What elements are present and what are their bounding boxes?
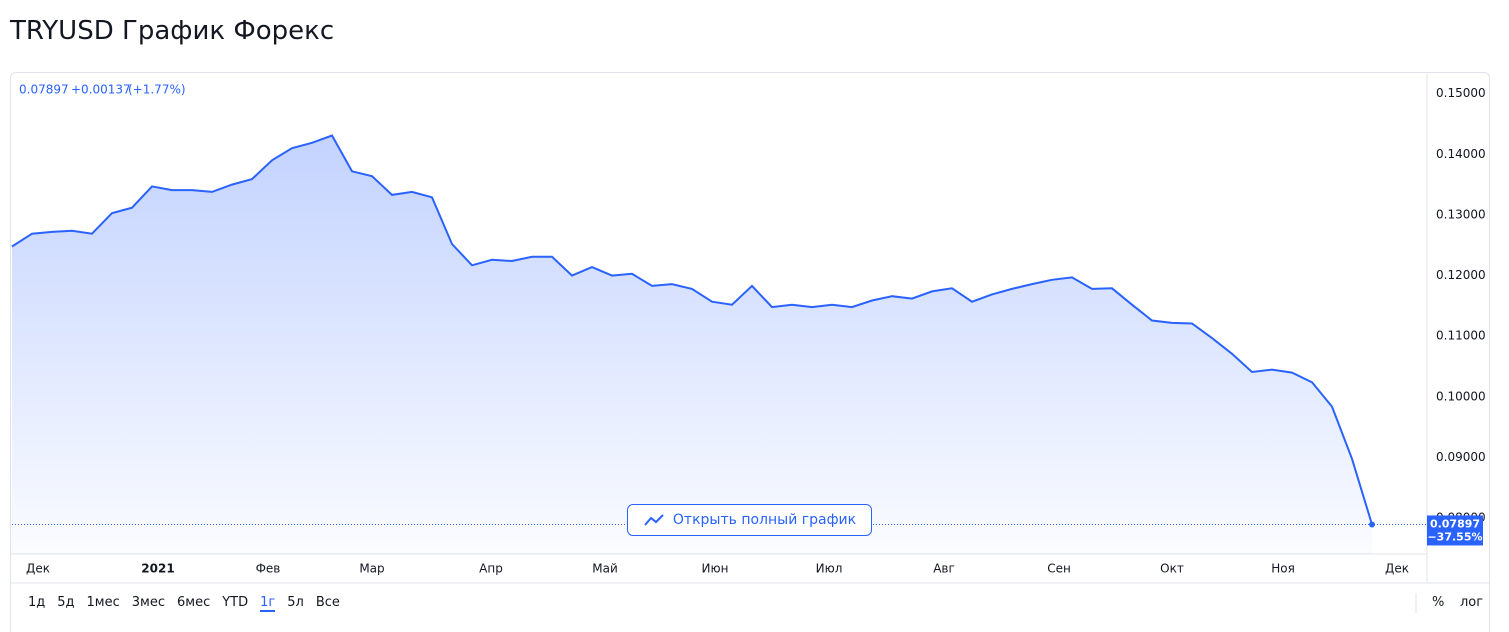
y-tick-label: 0.11000: [1436, 329, 1486, 343]
header-change: +0.00137: [71, 83, 131, 97]
scale-toggle[interactable]: %: [1432, 595, 1445, 610]
range-button[interactable]: 5л: [287, 595, 304, 610]
y-tick-label: 0.10000: [1436, 389, 1486, 403]
x-tick-label: Окт: [1160, 562, 1184, 576]
x-tick-label: Фев: [256, 562, 281, 576]
open-label: Открыть полный график: [672, 512, 857, 528]
y-tick-label: 0.15000: [1436, 86, 1486, 100]
header-change-pct: (+1.77%): [128, 83, 186, 97]
header-price: 0.07897: [19, 83, 69, 97]
page-title: TRYUSD График Форекс: [10, 16, 335, 46]
x-tick-label: Май: [592, 562, 618, 576]
price-label: 0.07897: [1430, 517, 1480, 530]
y-tick-label: 0.09000: [1436, 450, 1486, 464]
range-button[interactable]: 1д: [28, 595, 46, 610]
range-button[interactable]: 6мес: [177, 595, 211, 610]
x-tick-label: Июн: [702, 562, 729, 576]
x-tick-label: 2021: [141, 562, 174, 576]
y-tick-label: 0.12000: [1436, 268, 1486, 282]
area-fill: [12, 135, 1372, 554]
chart-frame: [10, 72, 1490, 632]
price-label-bg: [1427, 515, 1483, 546]
last-point: [1369, 521, 1375, 528]
x-tick-label: Дек: [1385, 562, 1409, 576]
x-tick-label: Авг: [933, 562, 955, 576]
y-tick-label: 0.13000: [1436, 207, 1486, 221]
x-tick-label: Апр: [479, 562, 503, 576]
x-tick-label: Дек: [26, 562, 50, 576]
price-line: [11, 134, 1373, 525]
open-full-chart[interactable]: Открыть полный график: [627, 504, 872, 536]
y-tick-label: 0.14000: [1436, 147, 1486, 161]
total-change: −37.55%: [1427, 530, 1482, 543]
range-button[interactable]: Все: [315, 595, 340, 610]
range-button[interactable]: 1мес: [86, 595, 120, 610]
chart-icon: [644, 514, 664, 526]
x-tick-label: Июл: [816, 562, 843, 576]
range-button[interactable]: YTD: [222, 595, 249, 610]
scale-toggle[interactable]: лог: [1460, 595, 1484, 610]
x-tick-label: Ноя: [1271, 562, 1295, 576]
x-tick-label: Сен: [1047, 562, 1071, 576]
range-button[interactable]: 5д: [57, 595, 75, 610]
x-tick-label: Мар: [359, 562, 384, 576]
range-button[interactable]: 3мес: [131, 595, 165, 610]
range-button[interactable]: 1г: [260, 595, 276, 612]
